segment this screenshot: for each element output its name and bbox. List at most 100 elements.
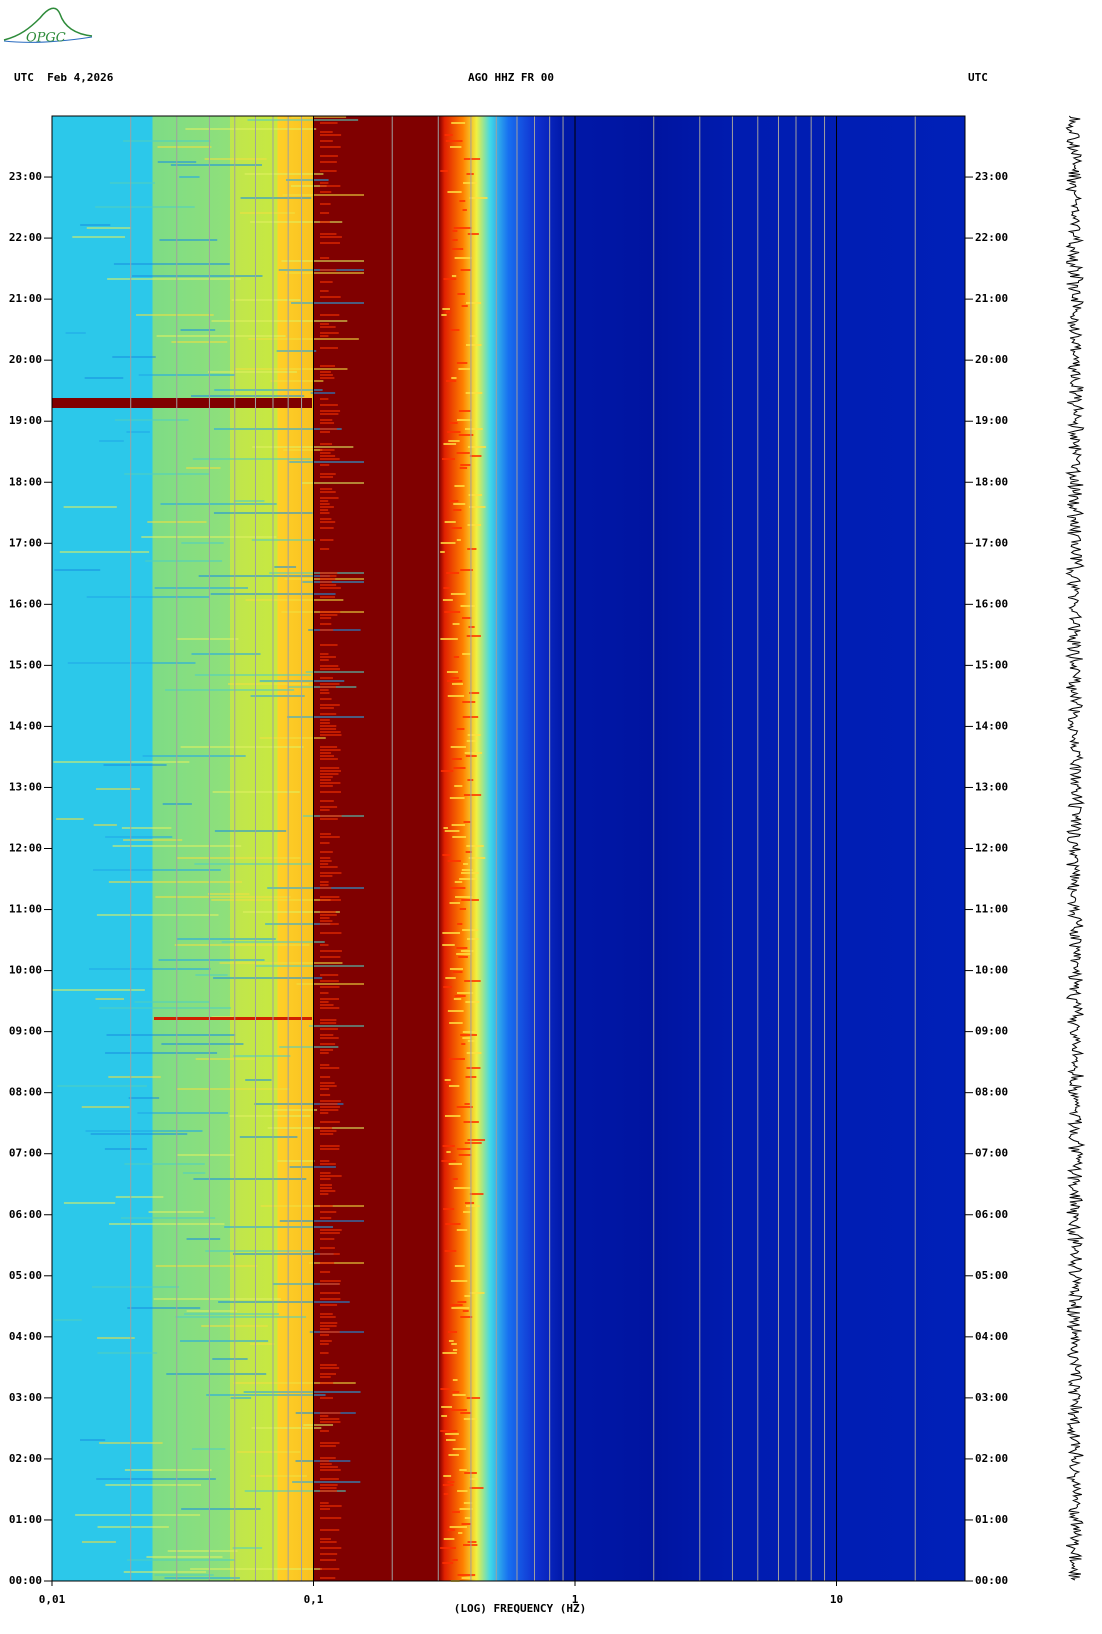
texture-streak (97, 1526, 169, 1528)
texture-streak (191, 653, 261, 655)
texture-streak (320, 998, 340, 1000)
y-tick-label: 03:00 (975, 1391, 1008, 1404)
texture-streak (463, 794, 482, 796)
texture-streak (120, 1217, 216, 1219)
texture-streak (464, 752, 483, 754)
texture-streak (244, 173, 324, 175)
y-tick-label: 18:00 (975, 475, 1008, 488)
texture-streak (320, 1430, 329, 1432)
texture-streak (142, 755, 246, 757)
texture-streak (320, 1280, 341, 1282)
texture-streak (165, 689, 295, 691)
texture-streak (272, 1109, 318, 1111)
texture-streak (233, 500, 265, 502)
texture-streak (460, 569, 473, 571)
texture-streak (460, 1034, 477, 1036)
texture-streak (444, 830, 460, 832)
texture-streak (179, 176, 200, 178)
texture-streak (444, 1079, 451, 1081)
texture-streak (320, 944, 329, 946)
texture-streak (239, 1136, 298, 1138)
texture-streak (320, 422, 335, 424)
texture-streak (320, 1190, 336, 1192)
texture-streak (320, 1271, 331, 1273)
y-tick-label: 06:00 (9, 1208, 42, 1221)
y-tick-label: 01:00 (975, 1513, 1008, 1526)
texture-streak (190, 395, 305, 397)
texture-streak (466, 845, 484, 847)
texture-streak (453, 509, 462, 511)
texture-streak (126, 1559, 235, 1561)
texture-streak (320, 932, 342, 934)
texture-streak (211, 320, 348, 322)
texture-streak (176, 638, 239, 640)
texture-streak (320, 1217, 332, 1219)
y-tick-label: 13:00 (9, 780, 42, 793)
texture-streak (451, 377, 457, 379)
texture-streak (320, 1478, 339, 1480)
texture-streak (454, 257, 473, 259)
texture-streak (207, 893, 250, 895)
axes: 0,01 0,1 1 10 00:00 00:00 01:00 01:00 02:00 02:00… (9, 115, 1008, 1606)
texture-streak (467, 548, 477, 550)
texture-streak (65, 332, 86, 334)
texture-streak (320, 734, 342, 736)
texture-streak (287, 716, 364, 718)
texture-streak (320, 1007, 340, 1009)
texture-streak (452, 1394, 466, 1396)
texture-streak (320, 398, 329, 400)
texture-streak (155, 1265, 258, 1267)
texture-streak (115, 1196, 164, 1198)
texture-streak (96, 914, 219, 916)
texture-streak (449, 422, 458, 424)
texture-streak (85, 1130, 203, 1132)
y-tick-label: 15:00 (9, 658, 42, 671)
texture-streak (459, 1469, 467, 1471)
texture-streak (440, 638, 458, 640)
texture-streak (177, 1088, 290, 1090)
texture-streak (466, 173, 474, 175)
texture-streak (457, 1574, 476, 1576)
texture-streak (291, 302, 364, 304)
texture-streak (52, 989, 145, 991)
texture-streak (156, 335, 286, 337)
texture-streak (464, 1295, 471, 1297)
texture-streak (462, 1031, 477, 1033)
texture-streak (467, 779, 474, 781)
texture-streak (443, 1475, 452, 1477)
texture-streak (320, 539, 334, 541)
texture-streak (160, 503, 277, 505)
texture-streak (448, 1058, 465, 1060)
texture-streak (454, 485, 465, 487)
texture-streak (267, 1127, 364, 1129)
texture-streak (461, 617, 472, 619)
texture-streak (469, 1292, 485, 1294)
texture-streak (260, 1205, 364, 1207)
texture-streak (456, 728, 465, 730)
texture-streak (302, 581, 364, 583)
texture-streak (320, 1022, 337, 1024)
texture-streak (141, 536, 277, 538)
texture-streak (320, 596, 336, 598)
texture-streak (464, 980, 481, 982)
texture-streak (180, 329, 216, 331)
texture-streak (63, 506, 117, 508)
texture-streak (449, 797, 465, 799)
texture-streak (458, 1154, 472, 1156)
texture-streak (320, 578, 336, 580)
texture-streak (458, 1532, 463, 1534)
texture-streak (57, 1085, 147, 1087)
texture-streak (320, 1127, 333, 1129)
texture-streak (245, 1079, 272, 1081)
texture-streak (164, 1577, 240, 1579)
texture-streak (305, 671, 364, 673)
texture-streak (154, 1017, 312, 1020)
texture-streak (212, 791, 300, 793)
texture-streak (320, 707, 334, 709)
texture-streak (320, 1304, 338, 1306)
texture-streak (461, 1043, 466, 1045)
texture-streak (109, 1223, 225, 1225)
texture-streak (320, 122, 338, 124)
texture-streak (320, 455, 336, 457)
